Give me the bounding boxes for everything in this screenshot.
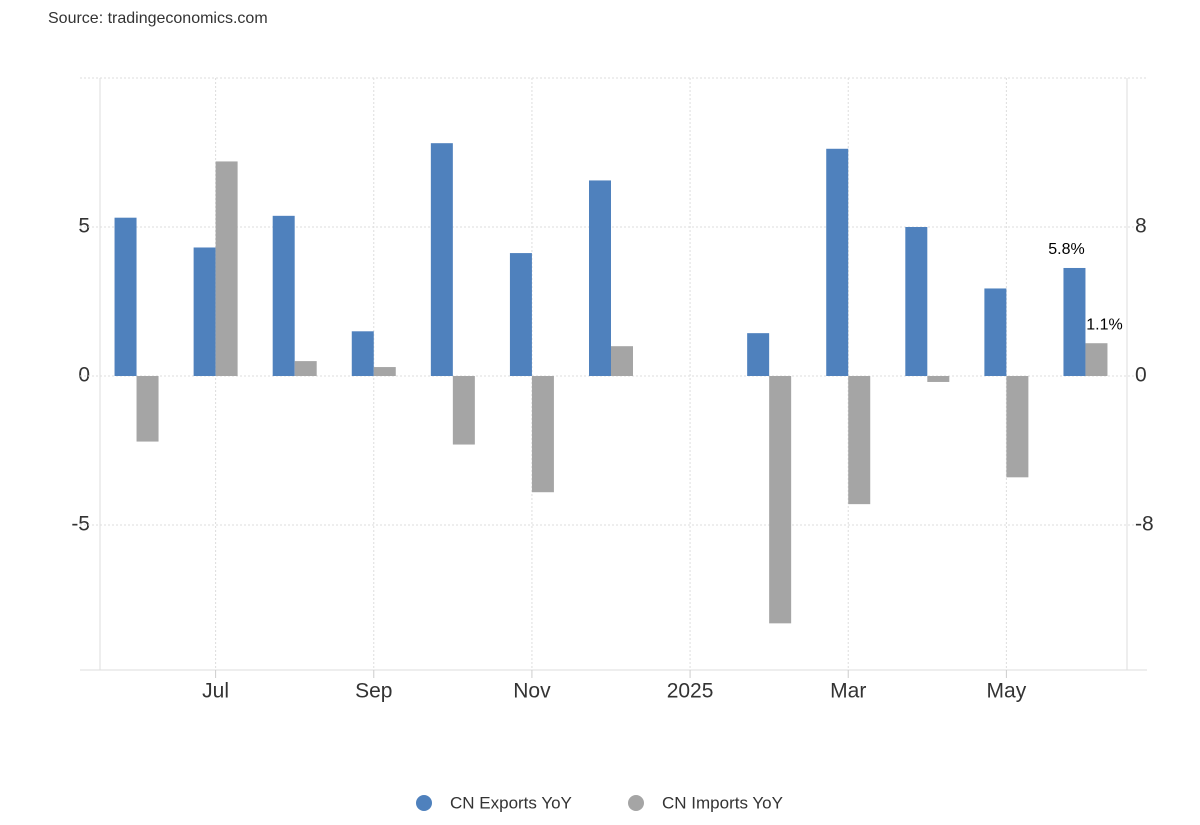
y-tick-label: 0 xyxy=(78,364,90,387)
y-tick-label: 5 xyxy=(78,215,90,238)
legend-marker xyxy=(628,795,644,811)
bar xyxy=(294,361,317,376)
bar xyxy=(452,376,475,445)
bar xyxy=(747,333,770,376)
y-tick-label: -5 xyxy=(71,513,90,536)
value-label: 1.1% xyxy=(1086,316,1122,333)
bar xyxy=(509,253,532,376)
bar xyxy=(1006,376,1029,478)
bar xyxy=(272,215,295,376)
bar xyxy=(193,247,216,376)
bar xyxy=(848,376,871,505)
bar xyxy=(531,376,554,493)
y2-tick-label: 0 xyxy=(1135,364,1147,387)
bar xyxy=(927,376,950,382)
bar xyxy=(984,288,1007,376)
bar xyxy=(1085,343,1108,376)
bar xyxy=(905,227,928,376)
bar xyxy=(611,346,633,376)
bar xyxy=(826,148,849,376)
bar xyxy=(351,331,374,376)
y2-tick-label: -8 xyxy=(1135,513,1154,536)
legend-label: CN Exports YoY xyxy=(450,793,572,812)
bar xyxy=(769,376,792,624)
legend-label: CN Imports YoY xyxy=(662,793,783,812)
bar xyxy=(589,180,611,376)
x-tick-label: 2025 xyxy=(667,680,714,703)
y2-tick-label: 8 xyxy=(1135,215,1147,238)
value-label: 5.8% xyxy=(1048,241,1084,258)
source: Source: tradingeconomics.com xyxy=(48,10,268,27)
x-tick-label: Jul xyxy=(202,680,229,703)
bar xyxy=(1063,267,1086,376)
bar xyxy=(430,143,453,376)
bar xyxy=(215,161,238,376)
x-tick-label: Mar xyxy=(830,680,866,703)
bar xyxy=(136,376,159,442)
legend-marker xyxy=(416,795,432,811)
bar xyxy=(373,367,396,376)
bar xyxy=(114,217,137,376)
x-tick-label: Sep xyxy=(355,680,392,703)
x-tick-label: May xyxy=(987,680,1027,703)
x-tick-label: Nov xyxy=(513,680,551,703)
